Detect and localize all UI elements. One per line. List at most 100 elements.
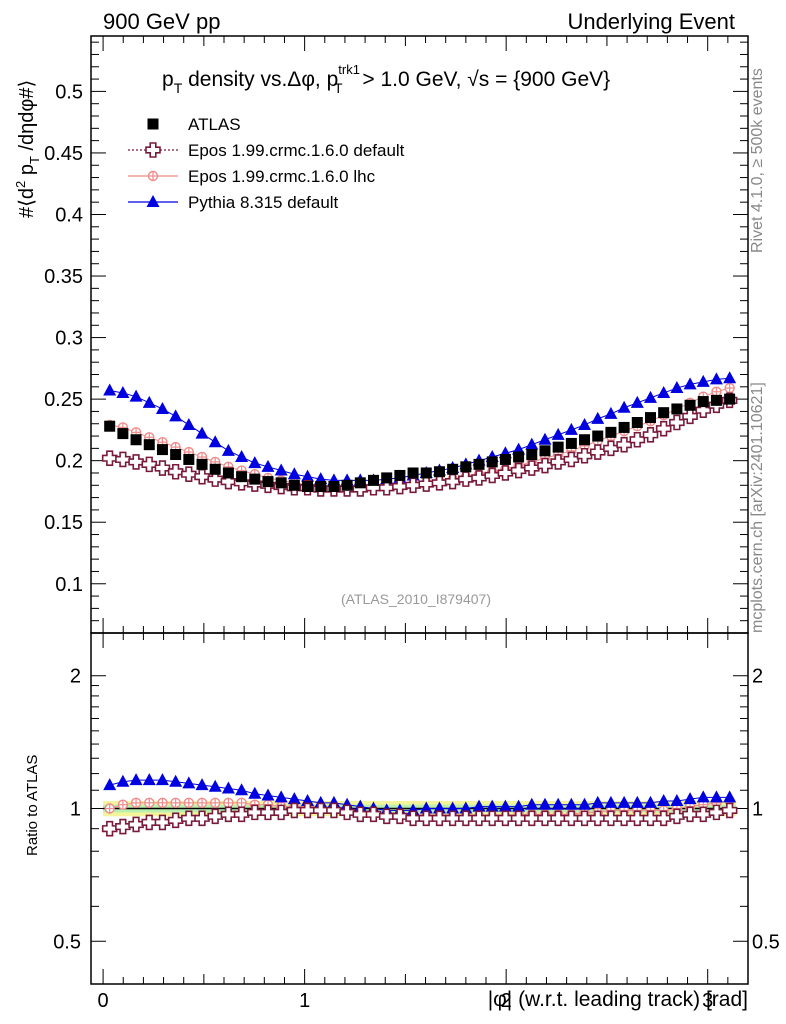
ratio-point-pythia (564, 797, 578, 810)
data-point-atlas (275, 477, 287, 489)
ratio-point-epos-default (458, 810, 474, 827)
ratio-point-pythia (287, 792, 301, 805)
main-y-tick-label: 0.3 (55, 328, 83, 350)
ratio-point-pythia (670, 793, 684, 806)
data-point-epos-default (207, 471, 224, 487)
data-point-atlas (644, 412, 656, 424)
data-point-epos-default (616, 436, 632, 453)
main-y-tick-label: 0.2 (55, 451, 83, 473)
ratio-point-epos-default (576, 810, 593, 827)
title-sub-t2: T (334, 80, 343, 96)
data-point-atlas (262, 476, 274, 488)
data-point-pythia (208, 435, 222, 448)
data-point-pythia (221, 443, 235, 456)
data-point-atlas (288, 479, 300, 491)
data-point-atlas (579, 434, 591, 446)
ratio-point-epos-default (207, 808, 224, 825)
data-point-epos-default (154, 460, 171, 476)
data-point-atlas (513, 451, 525, 463)
data-point-epos-default (458, 471, 474, 487)
ratio-point-pythia (274, 790, 288, 803)
ratio-point-epos-default (246, 804, 263, 821)
ratio-point-epos-default (616, 810, 632, 827)
data-point-atlas (658, 407, 670, 419)
legend-label-epos-lhc: Epos 1.99.crmc.1.6.0 lhc (188, 167, 376, 186)
ratio-point-pythia (551, 797, 565, 810)
ratio-point-epos-default (326, 802, 342, 819)
ratio-point-pythia (472, 799, 486, 812)
ratio-point-epos-default (260, 804, 276, 821)
ratio-point-pythia (630, 795, 644, 808)
data-point-pythia (195, 426, 209, 439)
ratio-point-epos-default (471, 810, 487, 827)
ratio-point-pythia (604, 795, 618, 808)
data-point-pythia (301, 469, 315, 482)
data-point-pythia (261, 459, 275, 472)
ratio-point-pythia (208, 779, 222, 792)
data-point-epos-default (603, 440, 619, 457)
ratio-point-pythia (512, 799, 526, 812)
ratio-y-tick-label: 0.5 (53, 931, 81, 953)
ratio-point-epos-default (721, 802, 738, 819)
data-point-atlas (381, 472, 393, 484)
header-left-label: 900 GeV pp (103, 9, 220, 34)
ratio-point-epos-default (563, 810, 580, 827)
data-point-epos-default (431, 475, 448, 491)
ratio-point-pythia (696, 790, 710, 803)
data-point-pythia (103, 383, 117, 396)
mcplots-reference-label: mcplots.cern.ch [arXiv:2401.10621] (749, 382, 766, 633)
ratio-point-epos-default (589, 810, 606, 827)
data-point-epos-default (101, 450, 118, 467)
data-point-epos-default (378, 479, 395, 496)
ratio-point-pythia (446, 801, 460, 814)
data-point-epos-default (471, 470, 487, 486)
data-point-pythia (723, 371, 737, 384)
data-point-epos-default (629, 431, 646, 448)
data-point-epos-default (550, 454, 566, 470)
ratio-point-pythia (248, 786, 262, 799)
ratio-point-pythia (129, 773, 143, 786)
ratio-point-epos-default (642, 810, 659, 827)
legend-marker-epos-default (145, 142, 161, 158)
data-point-atlas (222, 467, 234, 479)
ratio-point-epos-default (154, 814, 171, 831)
data-point-atlas (170, 449, 182, 461)
ratio-point-epos-default (405, 810, 421, 827)
data-point-epos-default (563, 451, 580, 468)
data-point-atlas (565, 437, 577, 449)
ratio-point-pythia (103, 778, 117, 791)
plot-title: pT density vs.Δφ, ptrk1 T > 1.0 GeV, √s =… (162, 62, 610, 96)
ratio-y-axis-label: Ratio to ATLAS (24, 755, 41, 856)
data-point-atlas (354, 477, 366, 489)
main-y-tick-label: 0.1 (55, 574, 83, 596)
main-y-tick-label: 0.35 (44, 266, 83, 288)
data-point-atlas (433, 466, 445, 478)
data-point-atlas (156, 444, 168, 456)
data-point-epos-default (695, 402, 712, 419)
ratio-point-pythia (591, 795, 605, 808)
ratio-y-tick-label: 2 (70, 666, 81, 688)
legend-label-epos-default: Epos 1.99.crmc.1.6.0 default (188, 141, 405, 160)
ratio-point-epos-default (115, 818, 131, 835)
main-y-axis-label: #⟨d2 pT /dηdφ#⟩ (13, 80, 42, 218)
data-point-epos-default (537, 457, 553, 474)
ratio-point-epos-default (392, 808, 408, 825)
data-point-atlas (671, 403, 683, 415)
ratio-point-pythia (432, 801, 446, 814)
data-point-epos-default (194, 468, 210, 485)
ratio-point-epos-default (431, 810, 448, 827)
title-sqrt-s: √s (467, 68, 489, 91)
ratio-point-pythia (709, 790, 723, 803)
data-point-atlas (341, 479, 353, 491)
ratio-point-epos-default (299, 802, 316, 819)
data-point-pythia (235, 449, 249, 462)
ratio-point-epos-default (484, 810, 501, 827)
data-point-epos-default (682, 408, 698, 425)
data-point-atlas (328, 481, 340, 493)
data-point-pythia (182, 417, 196, 430)
ratio-point-pythia (643, 795, 657, 808)
data-point-atlas (104, 420, 116, 432)
data-point-atlas (183, 453, 195, 465)
main-y-tick-label: 0.5 (55, 81, 83, 103)
data-point-atlas (486, 456, 498, 468)
